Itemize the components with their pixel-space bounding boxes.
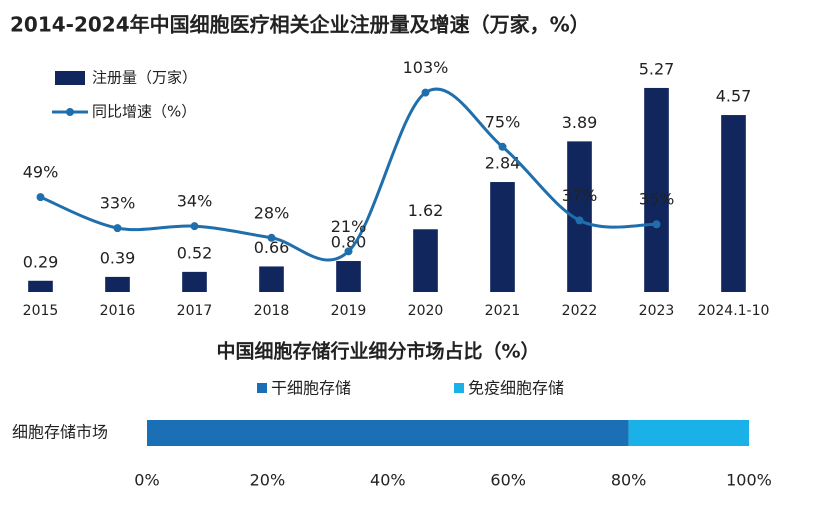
x-tick-label: 2022 — [562, 303, 598, 319]
legend-swatch — [257, 383, 267, 393]
bar-value-label: 0.29 — [23, 252, 59, 271]
line-point — [575, 216, 584, 225]
legend-label: 免疫细胞存储 — [468, 379, 564, 398]
bar-segment — [147, 420, 629, 446]
line-value-label: 75% — [485, 112, 521, 131]
line-point — [421, 88, 430, 97]
legend-swatch — [55, 71, 85, 85]
x-tick-label: 60% — [490, 471, 526, 490]
line — [39, 87, 657, 262]
line-point — [652, 220, 661, 229]
bar-value-label: 2.84 — [485, 154, 521, 173]
bar — [721, 115, 746, 293]
x-tick-label: 2016 — [100, 303, 136, 319]
line-value-label: 49% — [23, 163, 59, 182]
x-tick-label: 20% — [250, 471, 286, 490]
line-value-label: 28% — [254, 203, 290, 222]
bar — [644, 87, 669, 292]
bar-value-label: 0.66 — [254, 238, 290, 257]
x-tick-label: 80% — [611, 471, 647, 490]
bar-segment — [628, 420, 749, 446]
line-value-label: 37% — [562, 186, 598, 205]
line-point — [344, 247, 353, 256]
legend-swatch — [454, 383, 464, 393]
line-value-label: 34% — [177, 192, 213, 211]
x-tick-label: 2015 — [23, 303, 59, 319]
line-point — [267, 233, 276, 242]
legend-label: 干细胞存储 — [271, 379, 351, 398]
line-value-label: 21% — [331, 217, 367, 236]
x-tick-label: 2024.1-10 — [698, 303, 770, 319]
bar — [413, 229, 438, 292]
x-tick-label: 2017 — [177, 303, 213, 319]
x-tick-label: 100% — [726, 471, 772, 490]
bar — [182, 271, 207, 292]
x-tick-label: 2021 — [485, 303, 521, 319]
line-point — [190, 222, 199, 231]
x-tick-label: 2019 — [331, 303, 367, 319]
legend-label: 同比增速（%） — [92, 103, 196, 121]
x-tick-label: 2018 — [254, 303, 290, 319]
chart-title: 中国细胞存储行业细分市场占比（%） — [216, 340, 539, 363]
bar — [490, 182, 515, 292]
line-point — [498, 142, 507, 151]
legend-label: 注册量（万家） — [92, 69, 197, 87]
bar — [28, 280, 53, 292]
bar — [105, 276, 130, 292]
bar-value-label: 5.27 — [639, 59, 675, 78]
line-point — [36, 193, 45, 202]
chart-title: 2014-2024年中国细胞医疗相关企业注册量及增速（万家，%） — [10, 13, 590, 37]
bar-value-label: 1.62 — [408, 201, 444, 220]
x-tick-label: 2020 — [408, 303, 444, 319]
line-value-label: 33% — [100, 194, 136, 213]
bar-value-label: 0.52 — [177, 243, 213, 262]
x-tick-label: 40% — [370, 471, 406, 490]
line-value-label: 103% — [403, 58, 449, 77]
bar-value-label: 0.39 — [100, 248, 136, 267]
line-value-label: 35% — [639, 190, 675, 209]
x-tick-label: 2023 — [639, 303, 675, 319]
bar-value-label: 3.89 — [562, 113, 598, 132]
y-tick-label: 细胞存储市场 — [12, 423, 108, 442]
bar-value-label: 4.57 — [716, 87, 752, 106]
bar — [259, 266, 284, 292]
x-tick-label: 0% — [134, 471, 159, 490]
legend-swatch — [66, 108, 74, 116]
line-point — [113, 224, 122, 233]
bar — [336, 261, 361, 292]
